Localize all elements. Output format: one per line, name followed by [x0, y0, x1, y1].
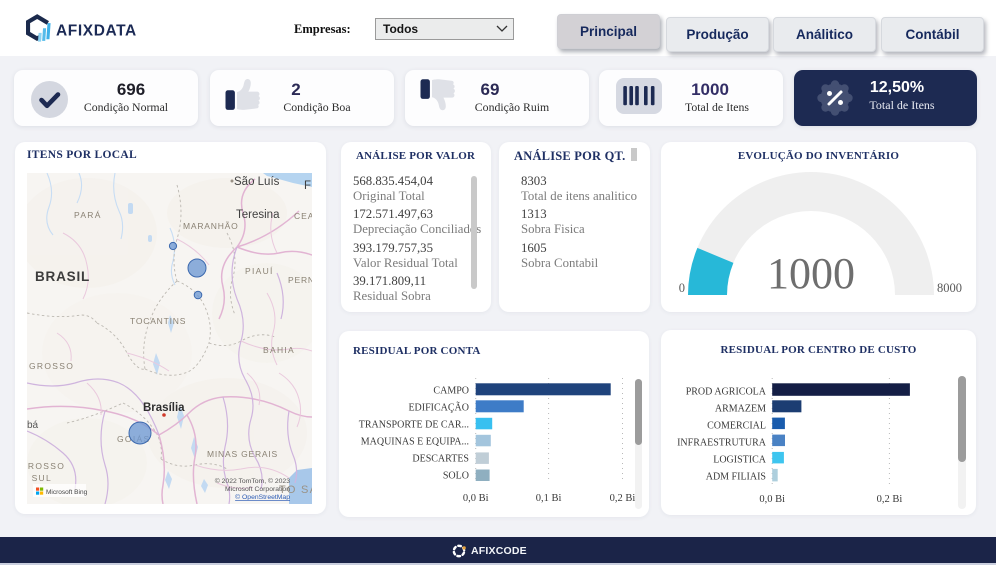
svg-text:AFIXDATA: AFIXDATA — [56, 23, 137, 40]
svg-text:INFRAESTRUTURA: INFRAESTRUTURA — [677, 438, 767, 449]
svg-text:SOLO: SOLO — [443, 471, 469, 482]
svg-text:DESCARTES: DESCARTES — [412, 454, 469, 465]
svg-text:0,0 Bi: 0,0 Bi — [463, 493, 489, 504]
svg-text:BRASIL: BRASIL — [35, 269, 90, 284]
svg-text:F: F — [304, 180, 311, 192]
svg-text:COMERCIAL: COMERCIAL — [707, 421, 766, 432]
svg-text:0,2 Bi: 0,2 Bi — [610, 493, 636, 504]
svg-text:MAQUINAS E EQUIPA...: MAQUINAS E EQUIPA... — [361, 437, 469, 448]
svg-text:São Luís: São Luís — [234, 176, 280, 188]
svg-text:Microsoft Corporation: Microsoft Corporation — [225, 486, 290, 493]
svg-text:GROSSO: GROSSO — [27, 461, 65, 471]
svg-text:MARANHÃO: MARANHÃO — [183, 221, 239, 231]
svg-text:TOCANTINS: TOCANTINS — [130, 316, 186, 326]
svg-text:ADM FILIAIS: ADM FILIAIS — [706, 472, 766, 483]
svg-text:LOGISTICA: LOGISTICA — [713, 455, 767, 466]
svg-text:Brasília: Brasília — [143, 402, 185, 414]
svg-text:0,1 Bi: 0,1 Bi — [536, 493, 562, 504]
svg-text:PROD AGRICOLA: PROD AGRICOLA — [686, 387, 767, 398]
svg-text:0: 0 — [679, 281, 685, 295]
svg-text:TRANSPORTE DE CAR...: TRANSPORTE DE CAR... — [359, 420, 469, 431]
svg-text:0,2 Bi: 0,2 Bi — [877, 494, 903, 505]
svg-text:bá: bá — [27, 420, 39, 431]
svg-text:CEA: CEA — [294, 211, 312, 221]
svg-text:GROSSO: GROSSO — [29, 361, 74, 371]
svg-text:PARÁ: PARÁ — [74, 210, 102, 220]
svg-text:TO SA: TO SA — [279, 484, 312, 496]
svg-text:8000: 8000 — [937, 281, 962, 295]
svg-text:CAMPO: CAMPO — [433, 386, 469, 397]
svg-text:Microsoft Bing: Microsoft Bing — [46, 489, 88, 496]
svg-text:EDIFICAÇÃO: EDIFICAÇÃO — [408, 402, 469, 414]
svg-text:1000: 1000 — [767, 249, 855, 298]
svg-text:© OpenStreetMap: © OpenStreetMap — [235, 493, 290, 501]
svg-text:© 2022 TomTom, © 2023: © 2022 TomTom, © 2023 — [215, 477, 290, 485]
svg-text:0,0 Bi: 0,0 Bi — [759, 494, 785, 505]
svg-text:MINAS GERAIS: MINAS GERAIS — [207, 449, 278, 459]
svg-text:PERN: PERN — [288, 275, 312, 285]
svg-text:O SUL: O SUL — [27, 473, 52, 483]
svg-text:BAHIA: BAHIA — [263, 345, 295, 355]
svg-text:ARMAZEM: ARMAZEM — [715, 404, 766, 415]
svg-text:Teresina: Teresina — [236, 209, 280, 221]
svg-text:PIAUÍ: PIAUÍ — [245, 266, 274, 276]
